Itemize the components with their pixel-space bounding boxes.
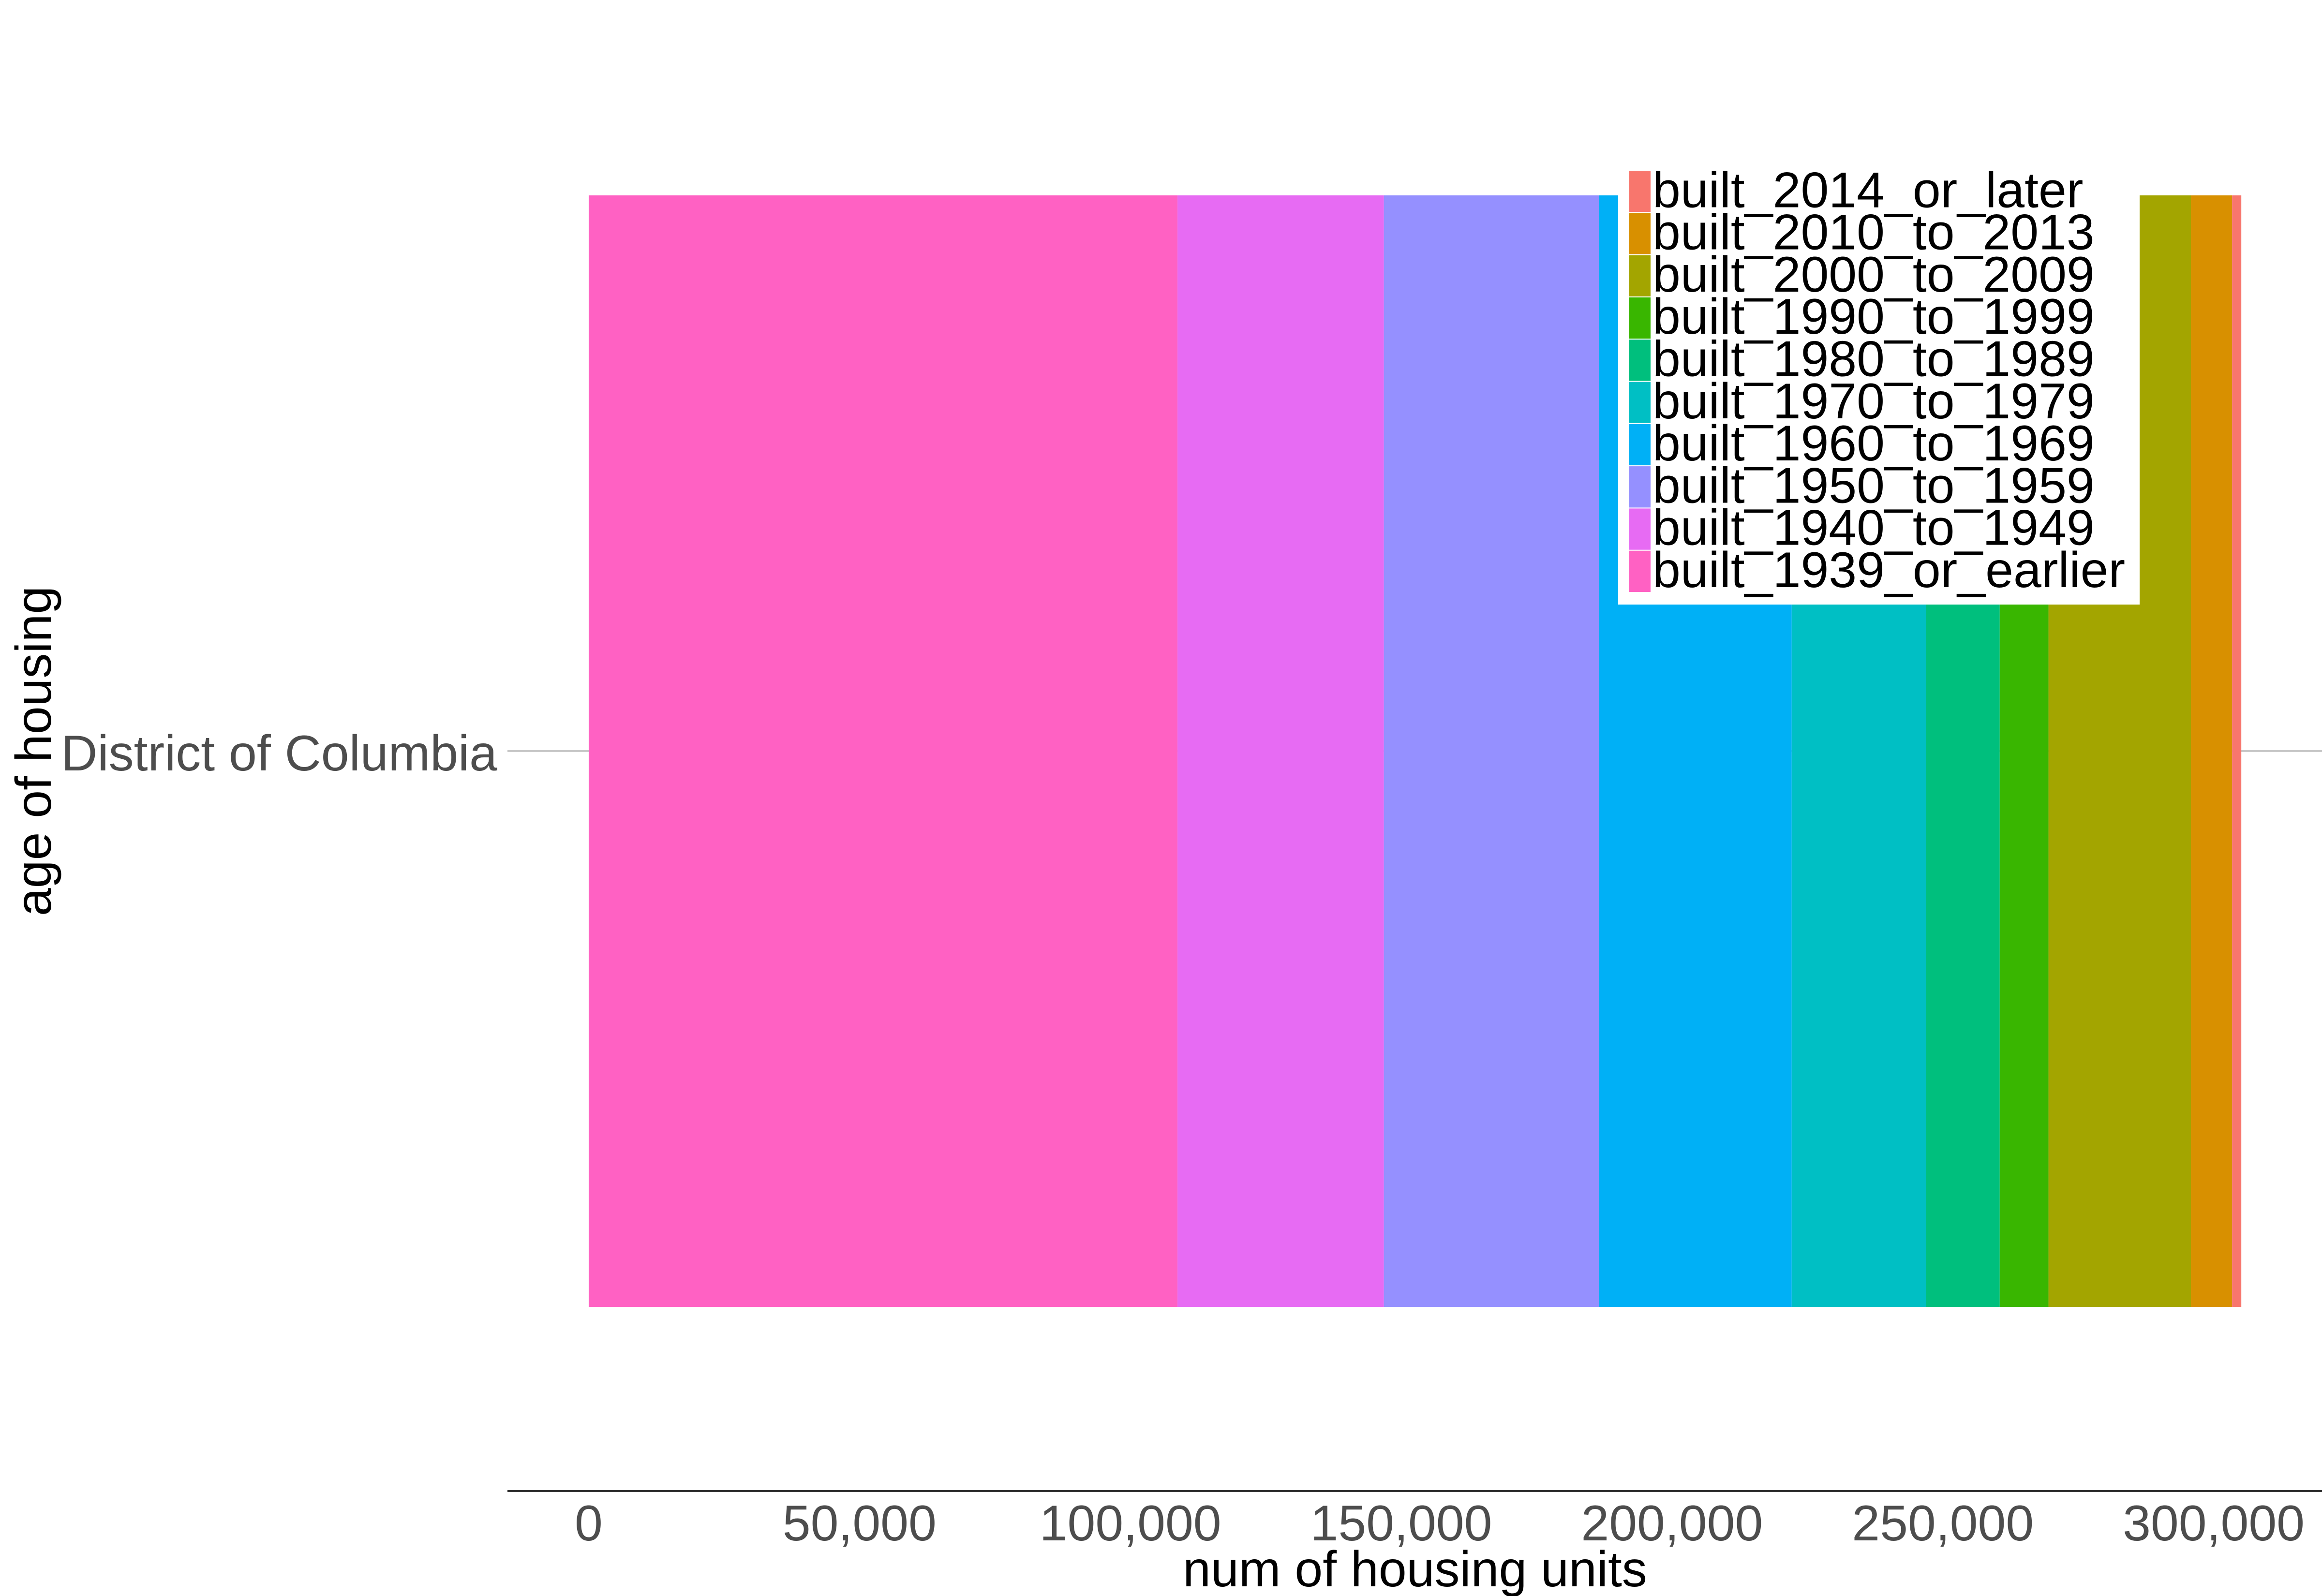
x-tick-label: 50,000 — [783, 1495, 937, 1552]
legend-label-built-1990-to-1999: built_1990_to_1999 — [1652, 289, 2095, 345]
legend-key-built-2000-to-2009 — [1629, 255, 1651, 296]
legend-key-built-1980-to-1989 — [1629, 340, 1651, 381]
x-axis-title: num of housing units — [1183, 1541, 1647, 1596]
bars-layer — [588, 195, 2242, 1307]
legend-key-built-2014-or-later — [1629, 171, 1651, 212]
legend-label-built-1940-to-1949: built_1940_to_1949 — [1652, 500, 2095, 556]
legend-label-built-1939-or-earlier: built_1939_or_earlier — [1652, 542, 2125, 598]
x-tick-labels: 0 50,000 100,000 150,000 200,000 250,000 300,0… — [575, 1495, 2305, 1552]
legend-key-built-1970-to-1979 — [1629, 382, 1651, 423]
legend-key-built-1990-to-1999 — [1629, 297, 1651, 339]
legend: built_2014_or_laterbuilt_2010_to_2013bui… — [1618, 161, 2140, 605]
legend-key-built-1960-to-1969 — [1629, 424, 1651, 466]
legend-label-built-2000-to-2009: built_2000_to_2009 — [1652, 247, 2095, 303]
bar-segment-built-1950-to-1959 — [1384, 195, 1599, 1307]
legend-background — [1618, 161, 2140, 605]
x-tick-label: 200,000 — [1581, 1495, 1763, 1552]
legend-key-built-2010-to-2013 — [1629, 213, 1651, 254]
legend-label-built-1960-to-1969: built_1960_to_1969 — [1652, 415, 2095, 472]
legend-label-built-2014-or-later: built_2014_or_later — [1652, 162, 2083, 218]
y-axis-title: age of housing — [6, 586, 62, 916]
x-tick-label: 0 — [575, 1495, 603, 1552]
legend-label-built-2010-to-2013: built_2010_to_2013 — [1652, 205, 2095, 261]
bar-segment-built-1940-to-1949 — [1177, 195, 1384, 1307]
x-tick-label: 100,000 — [1040, 1495, 1221, 1552]
x-tick-label: 150,000 — [1310, 1495, 1492, 1552]
bar-segment-built-2014-or-later — [2232, 195, 2242, 1307]
bar-segment-built-2010-to-2013 — [2191, 195, 2233, 1307]
legend-key-built-1939-or-earlier — [1629, 550, 1651, 592]
legend-key-built-1940-to-1949 — [1629, 508, 1651, 550]
legend-label-built-1980-to-1989: built_1980_to_1989 — [1652, 331, 2095, 387]
bar-segment-built-1939-or-earlier — [588, 195, 1178, 1307]
y-tick-label-district: District of Columbia — [61, 725, 497, 782]
legend-label-built-1970-to-1979: built_1970_to_1979 — [1652, 373, 2095, 429]
x-tick-label: 300,000 — [2123, 1495, 2305, 1552]
legend-label-built-1950-to-1959: built_1950_to_1959 — [1652, 458, 2095, 514]
legend-key-built-1950-to-1959 — [1629, 466, 1651, 508]
x-tick-label: 250,000 — [1852, 1495, 2034, 1552]
